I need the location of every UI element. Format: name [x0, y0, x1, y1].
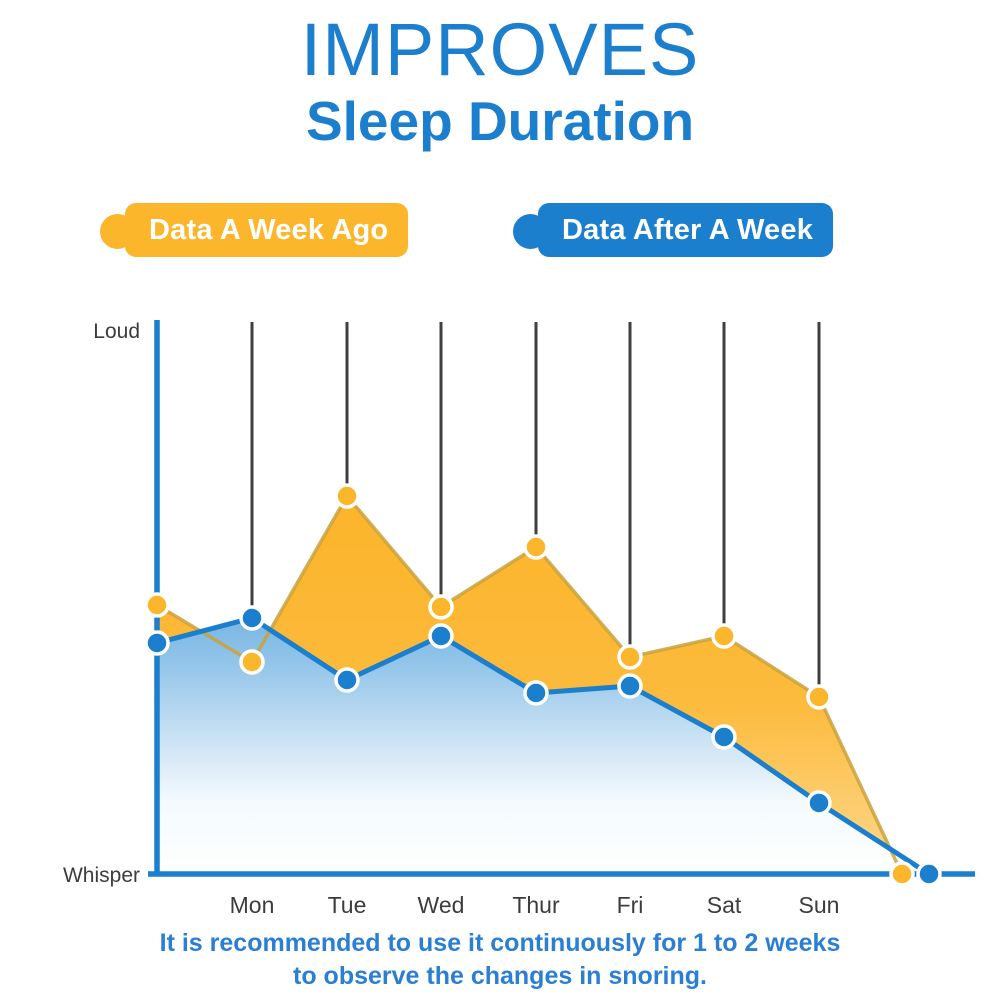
line-data-a-week-ago	[155, 494, 904, 876]
data-a-week-ago-point-4	[523, 534, 549, 560]
legend-label-data-after-a-week: Data After A Week	[562, 213, 814, 246]
data-a-week-ago-point-7	[806, 684, 832, 710]
data-after-a-week-point-3	[428, 623, 454, 649]
data-a-week-ago-point-1	[239, 649, 265, 675]
chart-legend: Data A Week Ago Data After A Week	[0, 203, 1000, 263]
data-after-a-week-point-0	[144, 630, 170, 656]
x-axis-label-tue: Tue	[328, 892, 367, 918]
caption-line-1: It is recommended to use it continuously…	[159, 929, 841, 957]
recommendation-caption: It is recommended to use it continuously…	[0, 927, 1000, 993]
data-a-week-ago-point-5	[617, 644, 643, 670]
area-data-a-week-ago	[157, 496, 902, 874]
page-title-sub: Sleep Duration	[305, 89, 695, 152]
data-after-a-week-point-1	[239, 605, 265, 631]
legend-label-data-a-week-ago: Data A Week Ago	[149, 213, 389, 246]
x-axis-label-sat: Sat	[707, 892, 742, 918]
x-axis-label-thur: Thur	[512, 892, 560, 918]
data-after-a-week-point-6	[711, 724, 737, 750]
data-a-week-ago-point-8	[889, 861, 915, 887]
y-axis-label-loud: Loud	[93, 320, 140, 343]
data-a-week-ago-point-0	[144, 592, 170, 618]
data-after-a-week-point-4	[523, 680, 549, 706]
page-title-main: IMPROVES	[300, 8, 700, 91]
markers-data-a-week-ago	[144, 483, 915, 887]
x-axis-label-wed: Wed	[418, 892, 465, 918]
y-axis-label-whisper: Whisper	[63, 864, 140, 887]
data-after-a-week-point-2	[334, 667, 360, 693]
x-axis-labels: Mon Tue Wed Thur Fri Sat Sun	[230, 892, 840, 918]
x-axis-label-sun: Sun	[799, 892, 840, 918]
chart-gridlines	[250, 322, 821, 876]
data-after-a-week-point-8	[916, 861, 942, 887]
line-data-after-a-week	[154, 615, 932, 877]
area-data-after-a-week	[157, 618, 929, 874]
data-after-a-week-point-7	[806, 790, 832, 816]
markers-data-after-a-week	[144, 605, 942, 887]
x-axis-label-fri: Fri	[617, 892, 644, 918]
legend-pill-blue: Data After A Week	[538, 203, 834, 257]
data-after-a-week-point-5	[617, 673, 643, 699]
caption-line-2: to observe the changes in snoring.	[293, 962, 707, 990]
data-a-week-ago-point-6	[711, 623, 737, 649]
x-axis-label-mon: Mon	[230, 892, 275, 918]
data-a-week-ago-point-2	[334, 483, 360, 509]
legend-pill-orange: Data A Week Ago	[125, 203, 409, 257]
data-a-week-ago-point-3	[428, 594, 454, 620]
title-block: IMPROVES Sleep Duration	[0, 8, 1000, 152]
